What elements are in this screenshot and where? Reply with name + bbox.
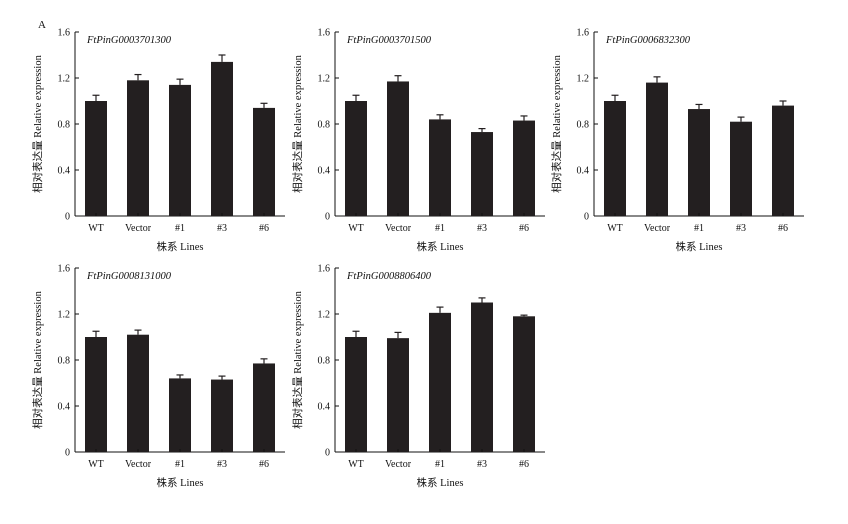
category-label: #6 [259,223,269,234]
category-label: WT [88,223,104,234]
category-label: #6 [519,223,529,234]
y-tick-label: 0.4 [318,166,331,177]
bar-line-1 [429,312,451,452]
category-label: #6 [778,223,788,234]
bar-line-3 [471,302,493,452]
y-tick-label: 0.4 [58,402,71,413]
category-label: WT [348,459,364,470]
category-label: WT [348,223,364,234]
x-axis-title: 株系 Lines [417,240,464,253]
category-label: #3 [217,223,227,234]
chart-panel-1: 0 0.4 0.8 1.2 1.6 WT Vector #1 #3 #6 FtPinG0003701… [31,28,285,253]
y-tick-label: 0.8 [318,120,331,131]
bar-line-3 [730,121,752,216]
y-tick-label: 1.2 [577,74,590,85]
y-axis-title: 相对表达量 Relative expression [31,54,44,192]
chart-panel-4: 0 0.4 0.8 1.2 1.6 WT Vector #1 #3 #6 FtPinG0008131… [31,264,285,489]
chart-panel-3: 0 0.4 0.8 1.2 1.6 WT Vector #1 #3 #6 FtPinG0006832… [550,28,804,253]
bar-vector [127,80,149,216]
y-tick-label: 0 [584,212,589,223]
bar-wt [85,337,107,452]
category-label: #1 [435,223,445,234]
y-tick-label: 0 [65,448,70,459]
chart-title: FtPinG0006832300 [605,35,691,46]
bar-line-6 [513,316,535,452]
category-label: Vector [385,223,412,234]
y-tick-label: 1.2 [58,310,71,321]
category-label: #6 [259,459,269,470]
category-label: #6 [519,459,529,470]
bar-line-3 [211,379,233,452]
chart-panel-2: 0 0.4 0.8 1.2 1.6 WT Vector #1 #3 #6 FtPinG0003701… [291,28,545,253]
category-label: #1 [435,459,445,470]
y-tick-label: 1.2 [58,74,71,85]
bar-vector [646,82,668,216]
chart-title: FtPinG0003701500 [346,35,432,46]
y-tick-label: 1.6 [318,264,331,275]
bar-line-6 [772,105,794,216]
y-tick-label: 1.2 [318,74,331,85]
y-axis-title: 相对表达量 Relative expression [291,290,304,428]
chart-title: FtPinG0008131000 [86,271,172,282]
y-axis-title: 相对表达量 Relative expression [291,54,304,192]
y-tick-label: 0.8 [577,120,590,131]
bar-vector [387,338,409,452]
category-label: Vector [644,223,671,234]
y-tick-label: 1.6 [58,28,71,39]
y-tick-label: 0.4 [318,402,331,413]
category-label: Vector [385,459,412,470]
y-tick-label: 0.8 [58,120,71,131]
y-axis-title: 相对表达量 Relative expression [550,54,563,192]
y-tick-label: 0 [325,448,330,459]
chart-panel-5: 0 0.4 0.8 1.2 1.6 WT Vector #1 #3 #6 FtPinG0008806… [291,264,545,489]
y-tick-label: 0 [65,212,70,223]
y-tick-label: 0.8 [58,356,71,367]
y-tick-label: 0.4 [577,166,590,177]
category-label: WT [607,223,623,234]
category-label: Vector [125,459,152,470]
category-label: #3 [477,459,487,470]
x-axis-title: 株系 Lines [676,240,723,253]
category-label: #3 [477,223,487,234]
bar-line-6 [513,120,535,216]
bar-vector [387,81,409,216]
x-axis-title: 株系 Lines [417,476,464,489]
y-tick-label: 1.6 [318,28,331,39]
category-label: #3 [217,459,227,470]
chart-title: FtPinG0008806400 [346,271,432,282]
bar-line-3 [211,61,233,217]
bar-vector [127,334,149,452]
bar-line-3 [471,132,493,216]
category-label: #1 [694,223,704,234]
bar-wt [604,101,626,216]
bar-wt [345,337,367,452]
y-tick-label: 0.4 [58,166,71,177]
bar-wt [85,101,107,216]
bar-line-1 [169,84,191,217]
y-tick-label: 0.8 [318,356,331,367]
y-tick-label: 1.6 [577,28,590,39]
y-tick-label: 0 [325,212,330,223]
y-tick-label: 1.2 [318,310,331,321]
y-axis-title: 相对表达量 Relative expression [31,290,44,428]
category-label: #1 [175,459,185,470]
x-axis-title: 株系 Lines [157,240,204,253]
bar-line-6 [253,107,275,216]
panel-letter: A [38,19,46,31]
x-axis-title: 株系 Lines [157,476,204,489]
chart-title: FtPinG0003701300 [86,35,172,46]
bar-line-1 [688,109,710,216]
category-label: #1 [175,223,185,234]
category-label: #3 [736,223,746,234]
bar-line-6 [253,363,275,452]
category-label: Vector [125,223,152,234]
category-label: WT [88,459,104,470]
bar-line-1 [429,119,451,216]
bar-line-1 [169,378,191,452]
y-tick-label: 1.6 [58,264,71,275]
bar-wt [345,101,367,216]
